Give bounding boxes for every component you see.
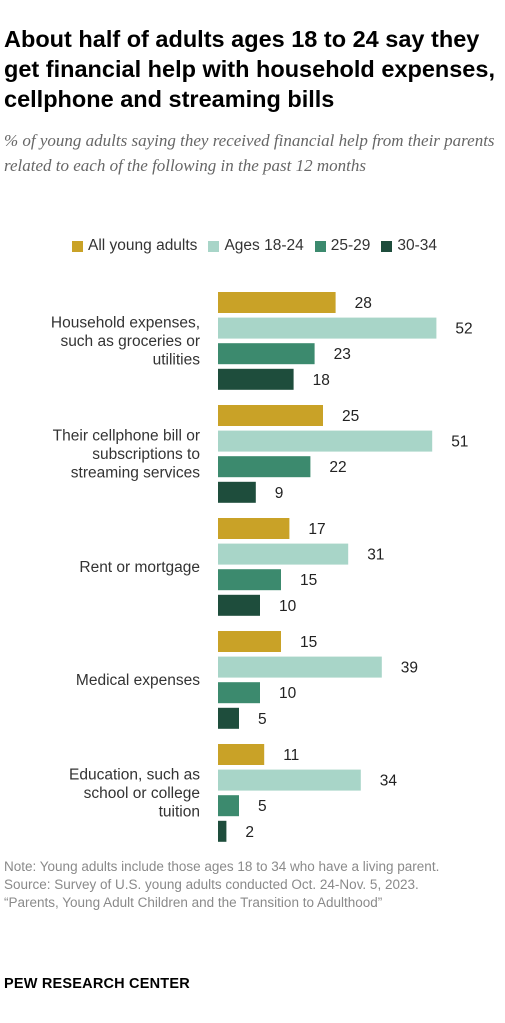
- bar: [218, 707, 239, 729]
- bar-chart: Household expenses, such as groceries or u…: [51, 292, 473, 842]
- category-label-line: utilities: [153, 351, 201, 368]
- category-label-line: subscriptions to: [92, 446, 200, 463]
- bar-value-label: 23: [334, 346, 351, 363]
- category-label-line: Medical expenses: [76, 672, 200, 689]
- bar: [218, 430, 433, 452]
- category-label-line: streaming services: [71, 464, 200, 481]
- report-title-text: “Parents, Young Adult Children and the T…: [4, 895, 383, 910]
- category-label-line: Their cellphone bill or: [53, 427, 200, 444]
- bar: [218, 317, 437, 339]
- category-label-line: tuition: [159, 803, 200, 820]
- legend-item: 30-34: [381, 237, 437, 255]
- legend-item: All young adults: [72, 237, 197, 255]
- category-label: Their cellphone bill or subscriptions to s…: [53, 427, 201, 481]
- bar-value-label: 22: [329, 459, 346, 476]
- bar: [218, 292, 336, 313]
- organization-name: PEW RESEARCH CENTER: [4, 976, 190, 992]
- legend-label: 30-34: [397, 237, 438, 254]
- legend-item: Ages 18-24: [208, 237, 304, 255]
- category-label: Household expenses, such as groceries or u…: [51, 314, 200, 368]
- bar-value-label: 5: [258, 711, 267, 728]
- bar: [218, 744, 265, 765]
- bar: [218, 569, 281, 591]
- category-label: Rent or mortgage: [79, 559, 200, 576]
- category-label-line: Rent or mortgage: [79, 559, 200, 576]
- source-text: Source: Survey of U.S. young adults cond…: [4, 877, 419, 892]
- bar-value-label: 2: [245, 824, 254, 841]
- bar: [218, 543, 349, 565]
- category-label-line: school or college: [84, 785, 200, 802]
- chart-title: About half of adults ages 18 to 24 say t…: [4, 26, 495, 112]
- category-label-line: Household expenses,: [51, 314, 200, 331]
- note-text: Note: Young adults include those ages 18…: [4, 859, 440, 874]
- bar-value-label: 52: [455, 321, 472, 338]
- bar: [218, 405, 323, 426]
- category-label: Education, such as school or college tuiti…: [69, 766, 200, 820]
- legend-label: Ages 18-24: [224, 237, 304, 254]
- legend-swatch: [381, 240, 393, 252]
- bar-value-label: 17: [308, 521, 325, 538]
- bar: [218, 631, 281, 652]
- bar-value-label: 5: [258, 798, 267, 815]
- legend-swatch: [72, 240, 83, 252]
- category-label: Medical expenses: [76, 672, 200, 689]
- bar-value-label: 18: [313, 372, 330, 389]
- bar-value-label: 15: [300, 572, 317, 589]
- bar: [218, 456, 311, 478]
- legend-label: 25-29: [330, 237, 371, 254]
- bar: [218, 682, 260, 704]
- bar-value-label: 28: [355, 295, 372, 312]
- category-label-line: such as groceries or: [60, 333, 200, 350]
- bar: [218, 368, 294, 390]
- bar-value-label: 15: [300, 634, 317, 651]
- bar-value-label: 39: [401, 660, 418, 677]
- bar-value-label: 25: [342, 408, 359, 425]
- bar: [218, 769, 361, 791]
- bar-value-label: 34: [380, 773, 398, 790]
- bar-value-label: 51: [451, 434, 468, 451]
- bar-value-label: 11: [283, 747, 299, 764]
- bar-value-label: 10: [279, 685, 297, 702]
- chart-legend: All young adults Ages 18-24 25-29 30-34: [72, 236, 448, 256]
- category-label-line: Education, such as: [69, 766, 200, 783]
- legend-swatch: [314, 240, 326, 252]
- bar: [218, 820, 227, 842]
- legend-label: All young adults: [88, 237, 198, 254]
- bar-value-label: 31: [367, 547, 384, 564]
- legend-swatch: [208, 240, 220, 252]
- legend-item: 25-29: [314, 237, 371, 255]
- bar: [218, 795, 239, 817]
- bar-value-label: 10: [279, 598, 297, 615]
- chart-notes: Note: Young adults include those ages 18…: [4, 858, 501, 912]
- bar: [218, 518, 290, 539]
- bar-value-label: 9: [275, 485, 284, 502]
- bar: [218, 656, 382, 678]
- chart-subtitle: % of young adults saying they received f…: [4, 131, 495, 175]
- bar: [218, 343, 315, 365]
- bar: [218, 594, 260, 616]
- bar: [218, 481, 256, 503]
